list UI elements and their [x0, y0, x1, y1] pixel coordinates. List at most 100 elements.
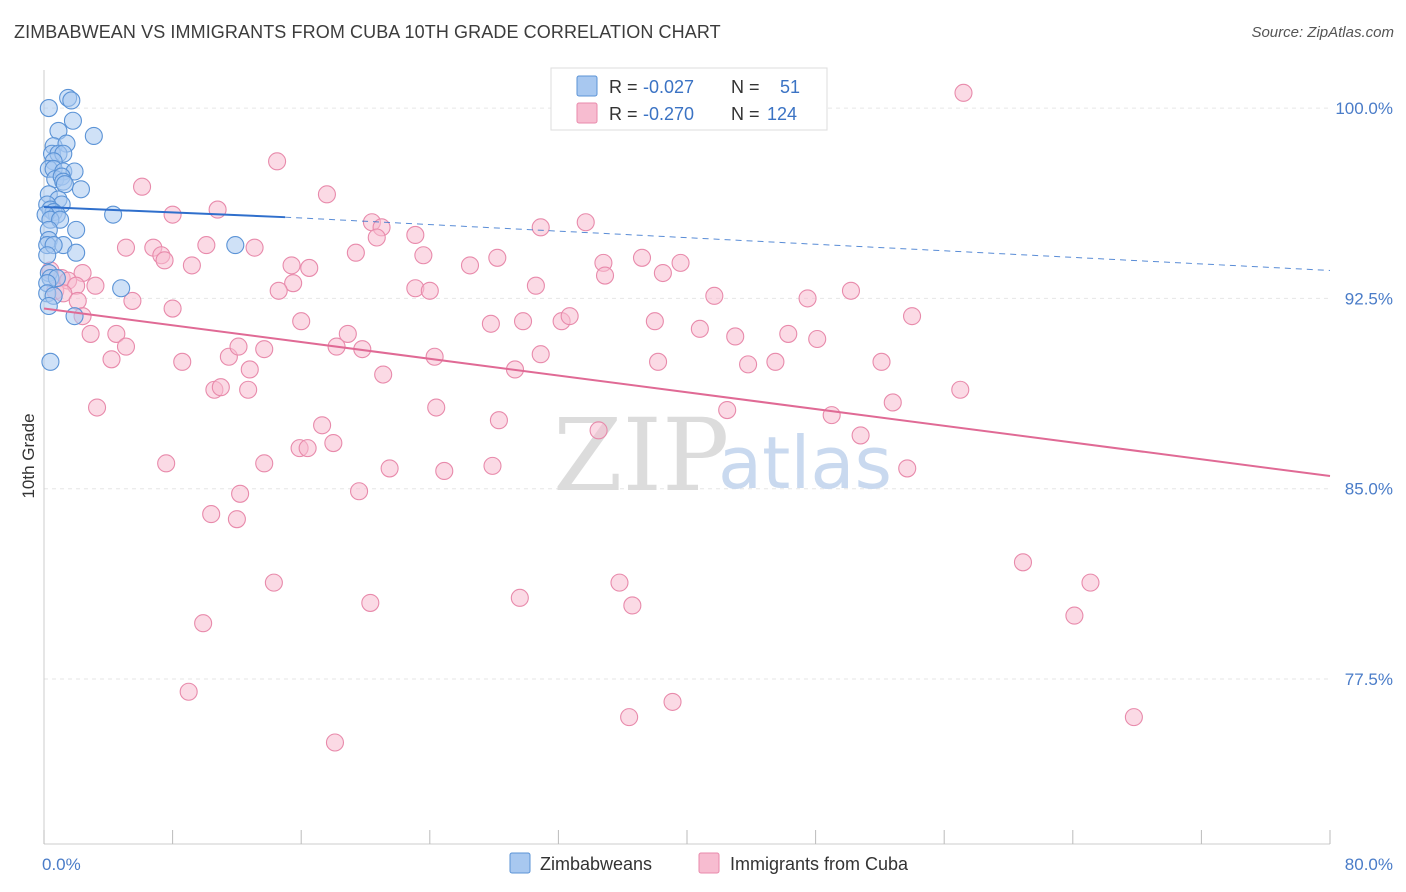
stats-box: R = -0.027 N = 51 R = -0.270 N = 124 — [550, 67, 828, 131]
point-zimbabwean — [67, 243, 86, 262]
point-cuba — [589, 421, 608, 440]
point-cuba — [361, 593, 380, 612]
point-cuba — [211, 378, 230, 397]
point-cuba — [663, 692, 682, 711]
stats-r-value: -0.027 — [643, 77, 694, 97]
trend-line-cuba — [43, 307, 1331, 478]
point-cuba — [623, 596, 642, 615]
point-cuba — [420, 281, 439, 300]
point-zimbabwean — [65, 307, 84, 326]
trend-lines — [43, 206, 1331, 478]
point-cuba — [610, 573, 629, 592]
point-cuba — [526, 276, 545, 295]
point-cuba — [269, 281, 288, 300]
point-cuba — [560, 307, 579, 326]
point-cuba — [872, 352, 891, 371]
point-cuba — [102, 350, 121, 369]
stats-swatch-zimbabweans — [576, 75, 598, 97]
point-cuba — [268, 152, 287, 171]
point-cuba — [255, 454, 274, 473]
point-cuba — [766, 352, 785, 371]
point-cuba — [133, 177, 152, 196]
point-cuba — [157, 454, 176, 473]
point-cuba — [231, 484, 250, 503]
point-cuba — [380, 459, 399, 478]
point-cuba — [427, 398, 446, 417]
point-zimbabwean — [51, 210, 70, 229]
point-zimbabwean — [38, 246, 57, 265]
point-zimbabwean — [84, 126, 103, 146]
point-zimbabwean — [112, 279, 131, 298]
point-cuba — [123, 291, 142, 310]
point-cuba — [179, 682, 198, 701]
point-cuba — [739, 355, 758, 374]
point-zimbabwean — [67, 220, 86, 239]
stats-r-label: R = — [609, 104, 638, 124]
point-cuba — [300, 258, 319, 277]
x-tick-label: 80.0% — [1345, 855, 1393, 874]
legend-swatch-cuba — [698, 852, 720, 874]
point-cuba — [346, 243, 365, 262]
y-tick-label: 100.0% — [1335, 99, 1393, 118]
point-cuba — [324, 433, 343, 453]
point-zimbabwean — [39, 99, 58, 118]
grid-lines — [44, 107, 1330, 680]
point-cuba — [86, 276, 105, 295]
point-cuba — [653, 263, 672, 283]
point-cuba — [1081, 573, 1100, 592]
point-zimbabwean — [55, 175, 74, 194]
point-cuba — [245, 238, 264, 257]
point-cuba — [489, 411, 508, 430]
point-cuba — [202, 505, 221, 524]
x-tick-label: 0.0% — [42, 855, 81, 874]
point-cuba — [632, 248, 652, 267]
point-cuba — [227, 510, 246, 529]
point-cuba — [155, 251, 174, 270]
trend-line-zimbabweans — [43, 206, 286, 219]
point-cuba — [313, 416, 332, 435]
trend-line-zimbabweans-extension — [285, 216, 1331, 271]
point-cuba — [229, 337, 248, 356]
legend-swatch-zimbabweans — [509, 852, 531, 874]
tick-labels: 100.0% 92.5% 85.0% 77.5% 0.0% 80.0% — [42, 99, 1393, 874]
point-zimbabwean — [62, 91, 81, 110]
stats-n-value: 51 — [780, 77, 800, 97]
point-cuba — [620, 708, 639, 727]
point-cuba — [374, 365, 393, 384]
point-cuba — [726, 327, 745, 346]
chart-title: ZIMBABWEAN VS IMMIGRANTS FROM CUBA 10TH … — [14, 22, 721, 42]
point-cuba — [798, 289, 817, 308]
point-cuba — [435, 461, 454, 481]
source-credit: Source: ZipAtlas.com — [1251, 24, 1394, 41]
point-cuba — [1065, 606, 1084, 625]
point-cuba — [898, 459, 917, 478]
point-cuba — [1013, 553, 1033, 572]
point-cuba — [671, 253, 690, 272]
point-cuba — [367, 228, 386, 247]
y-tick-label: 85.0% — [1345, 480, 1393, 499]
point-cuba — [68, 291, 87, 310]
point-cuba — [841, 281, 861, 300]
point-cuba — [298, 439, 317, 458]
point-cuba — [163, 299, 182, 318]
point-cuba — [645, 312, 664, 331]
point-cuba — [240, 360, 259, 379]
point-cuba — [87, 398, 107, 417]
stats-n-value: 124 — [767, 104, 797, 124]
point-cuba — [481, 314, 500, 333]
point-cuba — [317, 185, 336, 204]
y-tick-label: 77.5% — [1345, 670, 1393, 689]
point-cuba — [116, 337, 136, 356]
point-cuba — [194, 614, 213, 633]
y-tick-label: 92.5% — [1345, 289, 1393, 308]
point-cuba — [1124, 708, 1143, 727]
point-cuba — [595, 266, 615, 285]
point-cuba — [576, 213, 595, 232]
point-cuba — [531, 345, 550, 364]
point-cuba — [718, 401, 737, 420]
stats-r-label: R = — [609, 77, 638, 97]
point-cuba — [292, 312, 311, 331]
point-zimbabwean — [39, 296, 58, 316]
point-cuba — [264, 573, 283, 592]
